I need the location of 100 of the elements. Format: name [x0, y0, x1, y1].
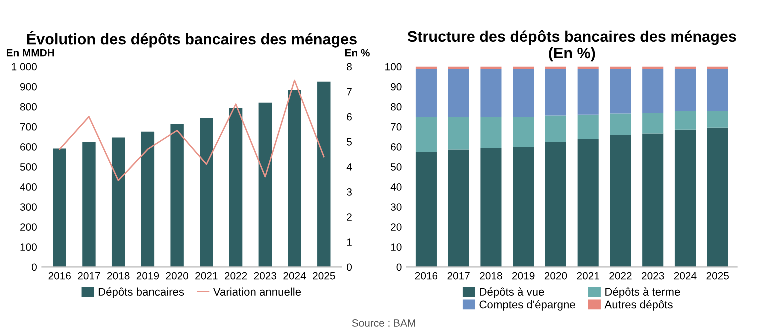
bar: [480, 118, 502, 148]
bar: [610, 69, 632, 114]
y-tick-label: 70: [391, 123, 402, 131]
y2-tick-label: 5: [347, 138, 352, 146]
bar: [610, 114, 632, 136]
bar: [112, 138, 126, 268]
y-tick-label: 10: [391, 244, 402, 252]
y-tick-label: 200: [20, 224, 37, 231]
bar: [82, 142, 96, 268]
x-tick-label: 2016: [48, 272, 71, 280]
bar: [53, 148, 66, 268]
x-tick-label: 2025: [313, 272, 336, 280]
bar: [674, 130, 696, 268]
y2-tick-label: 6: [347, 113, 352, 121]
bar: [545, 116, 566, 142]
line-series: [59, 80, 325, 182]
x-tick-label: 2025: [706, 272, 730, 280]
y-tick-label: 60: [391, 143, 402, 151]
y-tick-label: 0: [32, 264, 37, 272]
bar: [229, 108, 243, 268]
bar: [448, 69, 470, 118]
y-tick-label: 90: [391, 83, 402, 91]
x-tick-label: 2023: [642, 272, 664, 280]
y-tick-label: 800: [20, 103, 37, 111]
x-tick-label: 2021: [196, 272, 218, 280]
legend-label: Comptes d'épargne: [480, 300, 576, 311]
chart-title: Structure des dépôts bancaires des ménages (En %): [408, 30, 736, 62]
y-tick-label: 500: [20, 164, 37, 171]
bar: [170, 124, 184, 268]
bar: [513, 69, 534, 118]
y-tick-label: 700: [20, 123, 37, 131]
bar: [578, 69, 599, 115]
x-tick-label: 2018: [108, 272, 130, 280]
y2-tick-label: 4: [346, 164, 352, 171]
bar: [545, 142, 566, 268]
bar: [642, 69, 664, 114]
x-tick-label: 2020: [544, 272, 568, 280]
bar: [416, 118, 437, 152]
bar: [642, 113, 664, 134]
bar: [707, 111, 728, 128]
legend-label: Variation annuelle: [213, 288, 302, 296]
y2-tick-label: 7: [347, 88, 352, 96]
bar: [642, 134, 664, 268]
y-tick-label: 600: [20, 143, 37, 151]
x-tick-label: 2022: [224, 272, 248, 280]
y-tick-label: 100: [386, 63, 402, 71]
x-tick-label: 2023: [254, 272, 277, 280]
x-tick-label: 2021: [577, 272, 600, 280]
bar: [480, 69, 502, 118]
y2-tick-label: 8: [347, 63, 352, 71]
y-tick-label: 1 000: [12, 63, 37, 71]
legend-label: Dépôts bancaires: [98, 288, 184, 298]
bar: [674, 69, 696, 112]
y-tick-label: 40: [390, 184, 402, 191]
bar: [707, 128, 728, 268]
bar: [200, 118, 214, 268]
bar: [141, 132, 155, 268]
legend-label: Dépôts à vue: [480, 288, 544, 298]
chart-title: Évolution des dépôts bancaires des ménages: [27, 31, 357, 48]
x-tick-label: 2020: [166, 272, 188, 280]
legend-label: Dépôts à terme: [606, 288, 680, 298]
y-tick-label: 300: [20, 204, 37, 211]
x-tick-label: 2019: [136, 272, 160, 280]
bar: [578, 138, 599, 268]
x-tick-label: 2016: [415, 272, 438, 280]
bar: [480, 148, 502, 268]
bar: [416, 152, 437, 268]
bar: [578, 114, 599, 139]
y-tick-label: 900: [20, 83, 37, 91]
bar: [545, 69, 566, 116]
y-tick-label: 100: [20, 244, 37, 252]
bar: [513, 148, 534, 268]
y2-tick-label: 0: [347, 264, 352, 272]
source-note: Source : BAM: [352, 320, 416, 327]
bar: [513, 118, 534, 148]
y2-tick-label: 2: [347, 214, 352, 221]
x-tick-label: 2024: [674, 272, 697, 280]
bar: [416, 69, 437, 118]
y-tick-label: 20: [391, 224, 402, 231]
y2-tick-label: 1: [347, 238, 352, 246]
y2-tick-label: 3: [347, 188, 352, 196]
bar: [448, 118, 470, 150]
y-axis-title: En MMDH: [6, 49, 54, 57]
bar: [448, 150, 470, 268]
x-tick-label: 2017: [448, 272, 470, 280]
y-tick-label: 0: [396, 264, 402, 272]
bar: [258, 102, 272, 268]
x-tick-label: 2018: [480, 272, 502, 280]
bar: [707, 69, 728, 112]
legend-label: Autres dépôts: [604, 300, 673, 311]
y-tick-label: 400: [20, 184, 37, 191]
x-tick-label: 2017: [78, 272, 100, 280]
x-tick-label: 2019: [512, 272, 535, 280]
x-tick-label: 2022: [610, 272, 632, 280]
y-tick-label: 50: [391, 164, 402, 171]
y-tick-label: 80: [391, 103, 402, 111]
y2-axis-title: En %: [345, 49, 370, 57]
bar: [318, 82, 331, 268]
x-tick-label: 2024: [284, 272, 306, 280]
bar: [674, 111, 696, 130]
